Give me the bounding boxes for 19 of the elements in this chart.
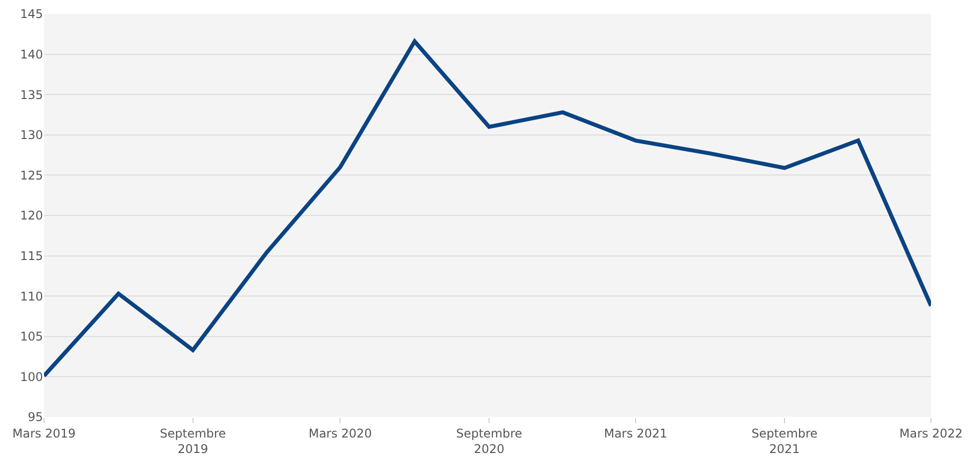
x-tick-label: Mars 2020 <box>308 426 372 440</box>
x-tick-label: Mars 2021 <box>604 426 668 440</box>
y-tick-label: 115 <box>20 249 43 263</box>
y-tick-label: 130 <box>20 128 43 142</box>
x-tick-label: Septembre 2019 <box>160 426 226 456</box>
y-tick-label: 140 <box>20 48 43 62</box>
x-tick-label: Mars 2022 <box>899 426 963 440</box>
x-tick-label: Septembre 2020 <box>456 426 522 456</box>
y-tick-label: 120 <box>20 208 43 223</box>
y-tick-label: 95 <box>28 410 43 424</box>
x-tick-label: Septembre 2021 <box>751 426 818 456</box>
y-tick-label: 110 <box>20 289 43 304</box>
y-tick-label: 135 <box>20 88 43 102</box>
line-series <box>44 39 931 378</box>
x-tick-label: Mars 2019 <box>12 426 76 440</box>
y-tick-label: 145 <box>20 7 43 22</box>
y-tick-label: 100 <box>20 370 43 384</box>
y-tick-label: 125 <box>20 168 43 182</box>
y-tick-label: 105 <box>20 330 43 344</box>
